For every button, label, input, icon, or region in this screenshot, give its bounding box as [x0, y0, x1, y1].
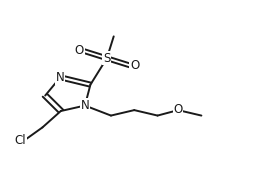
Text: O: O — [130, 59, 139, 72]
Text: O: O — [173, 103, 183, 116]
Text: N: N — [56, 71, 65, 84]
Text: Cl: Cl — [15, 134, 26, 147]
Text: N: N — [81, 99, 89, 112]
Text: S: S — [103, 52, 110, 65]
Text: O: O — [75, 44, 84, 57]
